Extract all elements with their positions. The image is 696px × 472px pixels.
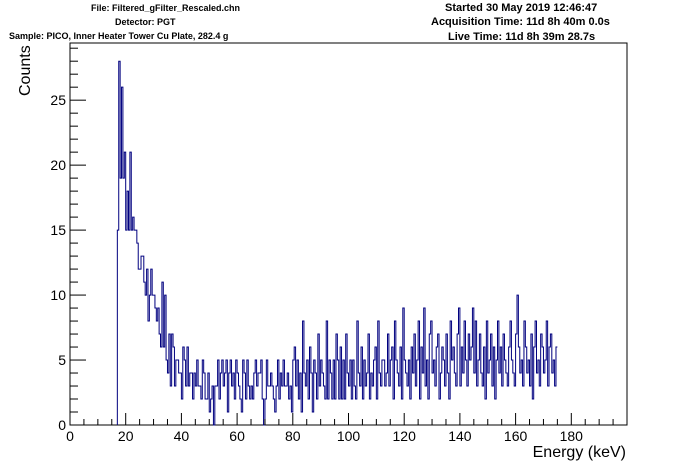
acquisition-time-label: Acquisition Time: 11d 8h 40m 0.0s <box>431 16 610 28</box>
sample-label: Sample: PICO, Inner Heater Tower Cu Plat… <box>9 31 229 41</box>
y-tick-label: 15 <box>50 222 66 238</box>
y-tick-label: 10 <box>50 287 66 303</box>
x-tick-label: 60 <box>229 428 245 444</box>
x-tick-label: 140 <box>448 428 472 444</box>
x-tick-label: 180 <box>560 428 584 444</box>
y-tick-label: 5 <box>58 352 66 368</box>
detector-label: Detector: PGT <box>115 17 176 27</box>
live-time-label: Live Time: 11d 8h 39m 28.7s <box>448 31 596 43</box>
x-tick-label: 100 <box>337 428 361 444</box>
started-label: Started 30 May 2019 12:46:47 <box>445 2 598 14</box>
y-tick-label: 20 <box>50 157 66 173</box>
x-tick-label: 40 <box>174 428 190 444</box>
x-tick-label: 80 <box>285 428 301 444</box>
x-tick-label: 120 <box>393 428 417 444</box>
axis-layer: 0 20 40 60 80 100 120 140 160 180 0 5 10 15 20 25 <box>50 47 628 444</box>
histogram-series <box>116 60 558 426</box>
y-tick-label: 25 <box>50 92 66 108</box>
x-tick-label: 160 <box>504 428 528 444</box>
file-label: File: Filtered_gFilter_Rescaled.chn <box>91 3 241 13</box>
x-axis-title: Energy (keV) <box>532 444 626 461</box>
x-tick-label: 20 <box>118 428 134 444</box>
x-tick-label: 0 <box>66 428 74 444</box>
series-layer <box>116 60 558 426</box>
y-tick-label: 0 <box>58 417 66 433</box>
